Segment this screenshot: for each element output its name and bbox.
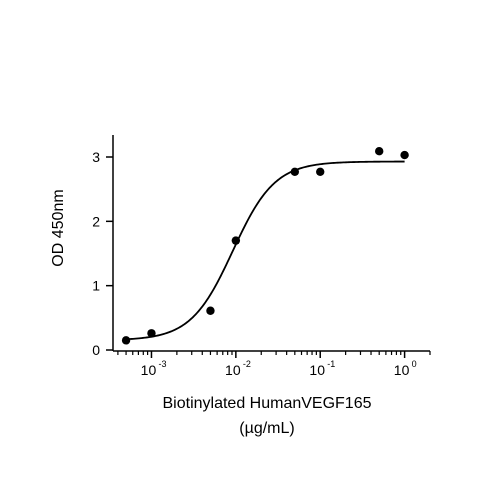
data-point <box>231 236 241 245</box>
data-point <box>316 167 325 176</box>
y-tick-label: 1 <box>92 278 100 294</box>
x-tick-label: 10 <box>394 362 410 378</box>
x-axis-units: (µg/mL) <box>239 420 294 437</box>
fit-curve <box>126 160 405 341</box>
y-ticks: 0 1 2 3 <box>92 149 113 358</box>
data-point <box>400 150 409 160</box>
y-tick-label: 2 <box>92 213 100 229</box>
x-tick-label: 10 <box>309 362 325 378</box>
data-point <box>290 167 300 176</box>
x-tick-exponent: -2 <box>243 359 251 369</box>
x-tick-label: 10 <box>225 362 241 378</box>
x-tick-exponent: -3 <box>158 359 166 369</box>
y-axis-title: OD 450nm <box>50 189 67 266</box>
y-tick-label: 0 <box>92 342 100 358</box>
data-point <box>121 336 131 345</box>
x-tick-exponent: 0 <box>412 359 417 369</box>
x-tick-label: 10 <box>141 362 157 378</box>
data-point <box>375 147 384 156</box>
x-tick-exponent: -1 <box>327 359 335 369</box>
y-tick-label: 3 <box>92 149 100 165</box>
data-point <box>147 329 156 338</box>
x-axis-title: Biotinylated HumanVEGF165 <box>163 395 372 412</box>
data-point <box>206 306 215 315</box>
data-points <box>121 147 409 345</box>
x-ticks: 10 -3 10 -2 10 -1 10 0 <box>117 351 431 378</box>
